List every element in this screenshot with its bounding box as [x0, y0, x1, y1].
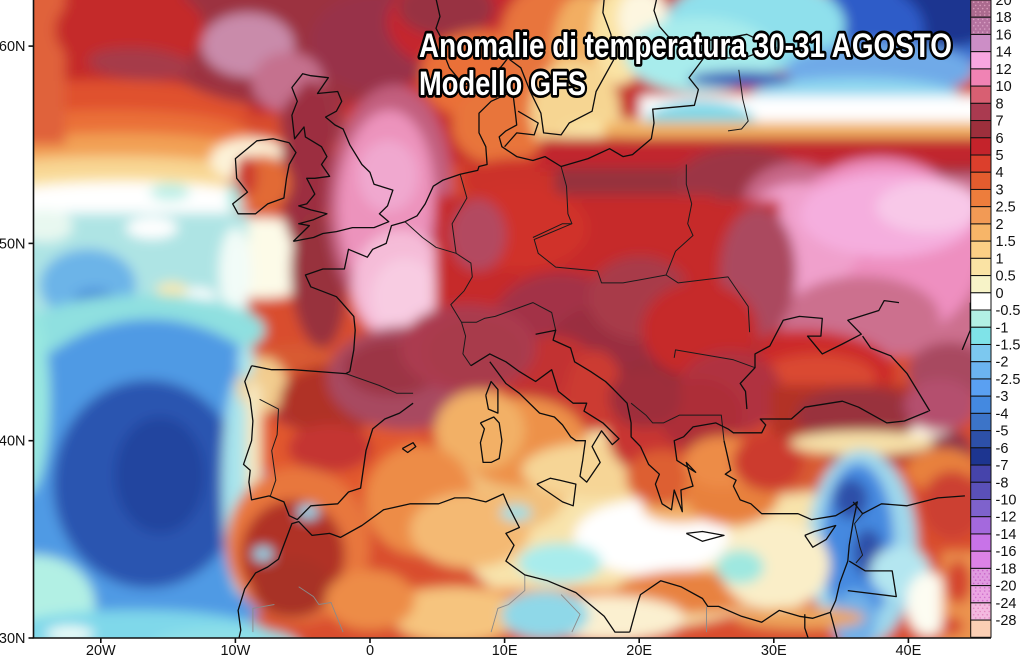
svg-text:-6: -6 [996, 441, 1009, 457]
svg-text:6: 6 [996, 131, 1004, 147]
svg-text:40N: 40N [0, 434, 26, 450]
svg-text:-12: -12 [996, 510, 1017, 526]
svg-text:1.5: 1.5 [996, 234, 1016, 250]
svg-text:60N: 60N [0, 39, 26, 55]
svg-text:10: 10 [996, 79, 1012, 95]
svg-text:-16: -16 [996, 544, 1017, 560]
svg-text:-2: -2 [996, 355, 1009, 371]
svg-text:-0.5: -0.5 [996, 303, 1021, 319]
svg-text:-5: -5 [996, 424, 1009, 440]
svg-text:10W: 10W [220, 643, 250, 658]
svg-text:50N: 50N [0, 236, 26, 252]
svg-text:-4: -4 [996, 406, 1009, 422]
svg-text:4: 4 [996, 165, 1004, 181]
svg-text:0: 0 [366, 643, 374, 658]
svg-text:-8: -8 [996, 475, 1009, 491]
svg-text:-2.5: -2.5 [996, 372, 1021, 388]
svg-text:18: 18 [996, 10, 1012, 26]
svg-text:Anomalie di temperatura 30-31: Anomalie di temperatura 30-31 AGOSTO [419, 27, 952, 65]
svg-text:-7: -7 [996, 458, 1009, 474]
svg-text:1: 1 [996, 251, 1004, 267]
svg-text:40E: 40E [895, 643, 921, 658]
svg-text:2.5: 2.5 [996, 200, 1016, 216]
svg-text:-1: -1 [996, 320, 1009, 336]
svg-text:-18: -18 [996, 561, 1017, 577]
svg-text:2: 2 [996, 217, 1004, 233]
svg-text:Modello GFS: Modello GFS [419, 65, 586, 103]
svg-text:-3: -3 [996, 389, 1009, 405]
svg-text:14: 14 [996, 45, 1012, 61]
svg-text:-24: -24 [996, 596, 1017, 612]
svg-text:30N: 30N [0, 631, 26, 647]
svg-text:3: 3 [996, 183, 1004, 199]
svg-text:-20: -20 [996, 579, 1017, 595]
svg-text:10E: 10E [492, 643, 518, 658]
svg-text:-10: -10 [996, 493, 1017, 509]
svg-text:8: 8 [996, 96, 1004, 112]
svg-text:5: 5 [996, 148, 1004, 164]
svg-text:-1.5: -1.5 [996, 338, 1021, 354]
svg-text:20: 20 [996, 0, 1012, 9]
svg-text:12: 12 [996, 62, 1012, 78]
svg-text:16: 16 [996, 27, 1012, 43]
svg-text:20W: 20W [86, 643, 116, 658]
svg-text:-14: -14 [996, 527, 1017, 543]
svg-text:7: 7 [996, 114, 1004, 130]
svg-text:30E: 30E [761, 643, 787, 658]
svg-text:0.5: 0.5 [996, 269, 1016, 285]
svg-text:0: 0 [996, 286, 1004, 302]
svg-text:-28: -28 [996, 613, 1017, 629]
svg-text:20E: 20E [626, 643, 652, 658]
